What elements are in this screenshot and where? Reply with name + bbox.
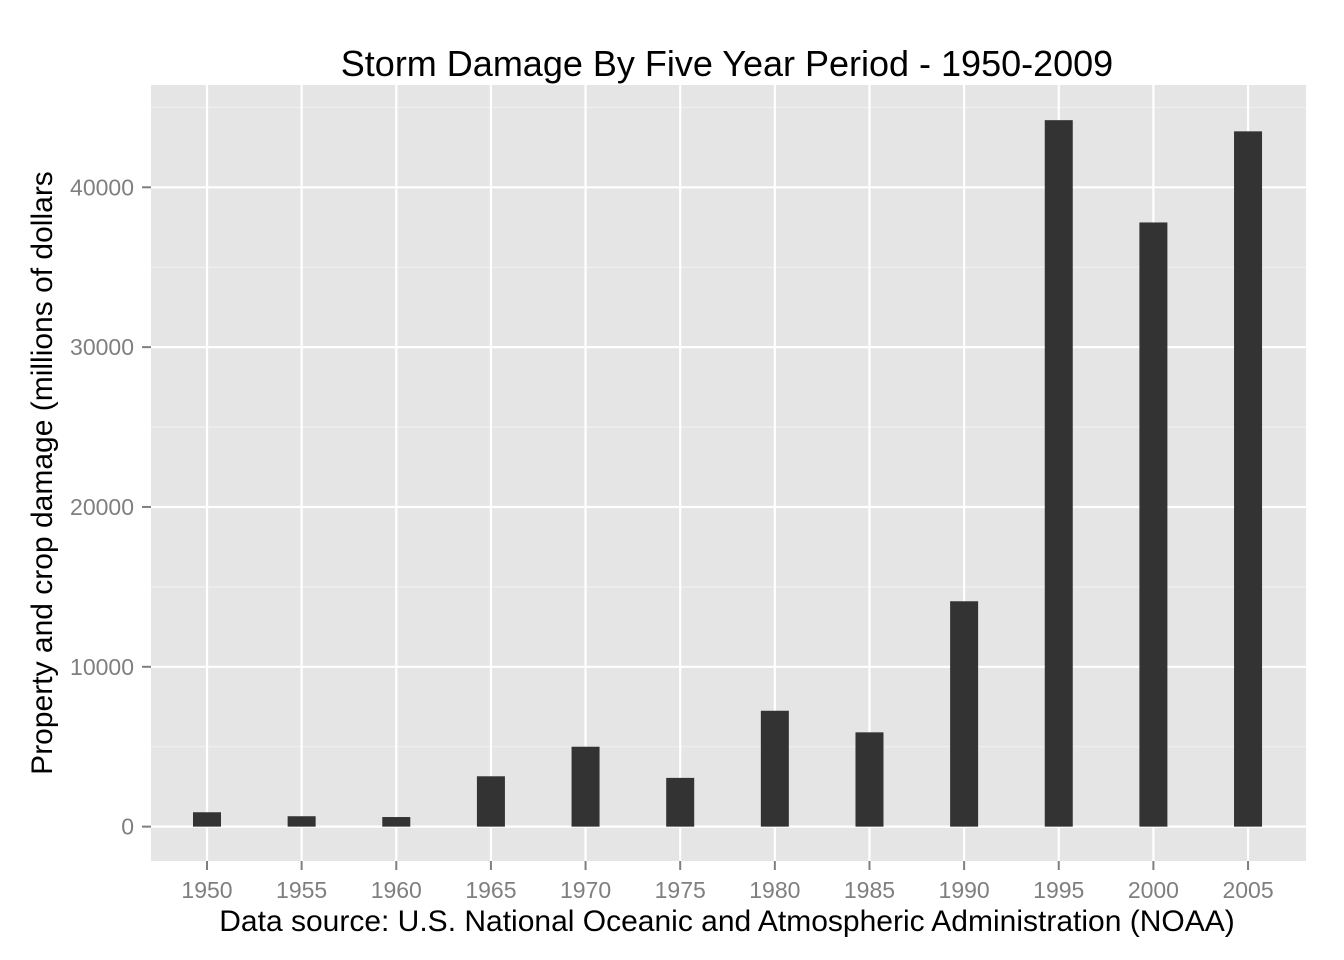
x-tick-label-1985: 1985 <box>844 877 895 903</box>
y-tick-label-4: 40000 <box>70 174 134 200</box>
x-tick-label-1950: 1950 <box>181 877 232 903</box>
y-tick-label-2: 20000 <box>70 494 134 520</box>
x-tick-label-1955: 1955 <box>276 877 327 903</box>
plot-panel <box>151 85 1306 861</box>
bar-1950 <box>193 812 221 827</box>
x-tick-label-2000: 2000 <box>1128 877 1179 903</box>
x-axis-title: Data source: U.S. National Oceanic and A… <box>219 905 1234 938</box>
x-tick-label-1975: 1975 <box>655 877 706 903</box>
bar-1975 <box>666 777 695 827</box>
y-axis-title: Property and crop damage (millions of do… <box>26 171 59 775</box>
x-tick-label-1970: 1970 <box>560 877 611 903</box>
bar-1980 <box>760 710 789 827</box>
bar-1960 <box>382 817 411 827</box>
y-tick-label-1: 10000 <box>70 654 134 680</box>
bar-1995 <box>1044 120 1073 827</box>
bar-1955 <box>287 816 316 827</box>
x-axis: 1950 1955 1960 1965 1970 1975 1980 1985 1990 1995… <box>181 861 1274 903</box>
bar-2000 <box>1139 222 1168 827</box>
x-tick-label-1965: 1965 <box>465 877 516 903</box>
bar-1970 <box>571 746 600 827</box>
bar-1990 <box>950 601 979 827</box>
x-tick-label-2005: 2005 <box>1222 877 1273 903</box>
y-tick-label-0: 0 <box>121 814 134 840</box>
y-tick-label-3: 30000 <box>70 334 134 360</box>
x-tick-label-1990: 1990 <box>939 877 990 903</box>
x-tick-label-1995: 1995 <box>1033 877 1084 903</box>
x-tick-label-1980: 1980 <box>749 877 800 903</box>
chart-title: Storm Damage By Five Year Period - 1950-… <box>341 43 1113 84</box>
bar-2005 <box>1234 131 1263 827</box>
bars <box>193 120 1263 827</box>
bar-1985 <box>855 732 884 827</box>
y-axis: 0 10000 20000 30000 40000 <box>70 174 151 840</box>
x-tick-label-1960: 1960 <box>371 877 422 903</box>
bar-1965 <box>476 776 505 827</box>
